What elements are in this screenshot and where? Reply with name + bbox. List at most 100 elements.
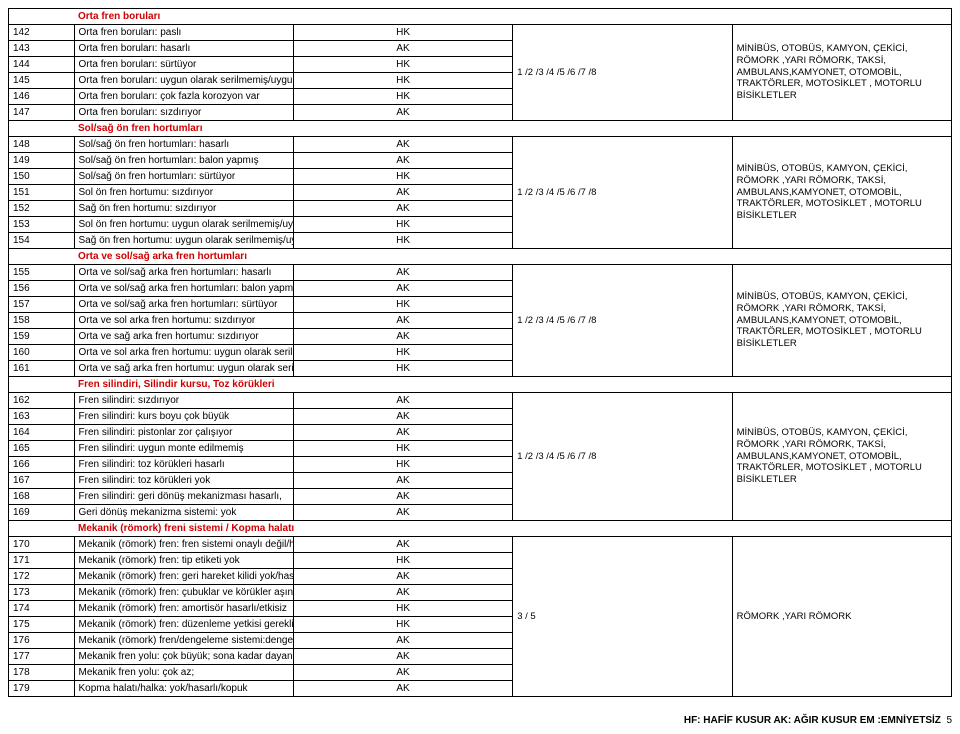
row-code: AK xyxy=(293,649,512,665)
row-code: AK xyxy=(293,281,512,297)
row-vehicle-types: MİNİBÜS, OTOBÜS, KAMYON, ÇEKİCİ, RÖMORK … xyxy=(732,393,951,521)
row-description: Sol ön fren hortumu: uygun olarak serilm… xyxy=(74,217,293,233)
row-code: AK xyxy=(293,409,512,425)
row-code: AK xyxy=(293,153,512,169)
row-number: 170 xyxy=(9,537,75,553)
row-code: AK xyxy=(293,633,512,649)
row-code: AK xyxy=(293,505,512,521)
row-description: Mekanik (römork) fren: tip etiketi yok xyxy=(74,553,293,569)
row-reference: 1 /2 /3 /4 /5 /6 /7 /8 xyxy=(513,137,732,249)
row-description: Mekanik (römork) fren: amortisör hasarlı… xyxy=(74,601,293,617)
row-description: Fren silindiri: uygun monte edilmemiş xyxy=(74,441,293,457)
row-number: 159 xyxy=(9,329,75,345)
row-number: 152 xyxy=(9,201,75,217)
row-number: 166 xyxy=(9,457,75,473)
row-code: AK xyxy=(293,425,512,441)
row-vehicle-types: MİNİBÜS, OTOBÜS, KAMYON, ÇEKİCİ, RÖMORK … xyxy=(732,25,951,121)
section-header-num xyxy=(9,249,75,265)
row-code: HK xyxy=(293,361,512,377)
row-description: Fren silindiri: geri dönüş mekanizması h… xyxy=(74,489,293,505)
row-description: Fren silindiri: toz körükleri hasarlı xyxy=(74,457,293,473)
row-description: Fren silindiri: kurs boyu çok büyük xyxy=(74,409,293,425)
row-number: 147 xyxy=(9,105,75,121)
row-code: HK xyxy=(293,57,512,73)
row-vehicle-types: MİNİBÜS, OTOBÜS, KAMYON, ÇEKİCİ, RÖMORK … xyxy=(732,265,951,377)
row-code: HK xyxy=(293,441,512,457)
page-footer: HF: HAFİF KUSUR AK: AĞIR KUSUR EM :EMNİY… xyxy=(8,715,952,726)
row-description: Sol/sağ ön fren hortumları: sürtüyor xyxy=(74,169,293,185)
row-number: 148 xyxy=(9,137,75,153)
row-description: Fren silindiri: toz körükleri yok xyxy=(74,473,293,489)
row-description: Sağ ön fren hortumu: sızdırıyor xyxy=(74,201,293,217)
row-code: HK xyxy=(293,233,512,249)
table-row: 148Sol/sağ ön fren hortumları: hasarlıAK… xyxy=(9,137,952,153)
row-number: 177 xyxy=(9,649,75,665)
row-number: 165 xyxy=(9,441,75,457)
row-number: 153 xyxy=(9,217,75,233)
row-description: Orta fren boruları: çok fazla korozyon v… xyxy=(74,89,293,105)
row-description: Mekanik (römork) fren: geri hareket kili… xyxy=(74,569,293,585)
section-header-title: Orta fren boruları xyxy=(74,9,951,25)
row-code: HK xyxy=(293,25,512,41)
row-description: Sol/sağ ön fren hortumları: balon yapmış xyxy=(74,153,293,169)
row-code: HK xyxy=(293,457,512,473)
row-number: 158 xyxy=(9,313,75,329)
row-code: HK xyxy=(293,217,512,233)
row-description: Kopma halatı/halka: yok/hasarlı/kopuk xyxy=(74,681,293,697)
row-description: Mekanik (römork) fren: fren sistemi onay… xyxy=(74,537,293,553)
row-description: Geri dönüş mekanizma sistemi: yok xyxy=(74,505,293,521)
row-code: HK xyxy=(293,73,512,89)
row-number: 142 xyxy=(9,25,75,41)
row-code: AK xyxy=(293,201,512,217)
row-number: 161 xyxy=(9,361,75,377)
row-number: 171 xyxy=(9,553,75,569)
section-header-num xyxy=(9,9,75,25)
row-code: AK xyxy=(293,585,512,601)
row-description: Orta fren boruları: sızdırıyor xyxy=(74,105,293,121)
row-description: Sol ön fren hortumu: sızdırıyor xyxy=(74,185,293,201)
row-number: 179 xyxy=(9,681,75,697)
row-reference: 1 /2 /3 /4 /5 /6 /7 /8 xyxy=(513,25,732,121)
row-code: HK xyxy=(293,345,512,361)
row-code: AK xyxy=(293,473,512,489)
row-code: AK xyxy=(293,105,512,121)
row-description: Fren silindiri: pistonlar zor çalışıyor xyxy=(74,425,293,441)
row-code: AK xyxy=(293,137,512,153)
row-description: Sol/sağ ön fren hortumları: hasarlı xyxy=(74,137,293,153)
row-number: 157 xyxy=(9,297,75,313)
section-header-title: Fren silindiri, Silindir kursu, Toz körü… xyxy=(74,377,951,393)
row-description: Orta ve sol arka fren hortumu: uygun ola… xyxy=(74,345,293,361)
row-description: Orta ve sol/sağ arka fren hortumları: sü… xyxy=(74,297,293,313)
table-row: 142Orta fren boruları: paslıHK1 /2 /3 /4… xyxy=(9,25,952,41)
row-code: AK xyxy=(293,681,512,697)
row-number: 175 xyxy=(9,617,75,633)
row-code: HK xyxy=(293,617,512,633)
row-number: 149 xyxy=(9,153,75,169)
row-description: Mekanik fren yolu: çok büyük; sona kadar… xyxy=(74,649,293,665)
row-number: 156 xyxy=(9,281,75,297)
row-number: 169 xyxy=(9,505,75,521)
row-description: Orta ve sağ arka fren hortumu: sızdırıyo… xyxy=(74,329,293,345)
table-row: 170Mekanik (römork) fren: fren sistemi o… xyxy=(9,537,952,553)
row-code: HK xyxy=(293,297,512,313)
row-description: Orta ve sol/sağ arka fren hortumları: ha… xyxy=(74,265,293,281)
footer-legend: HF: HAFİF KUSUR AK: AĞIR KUSUR EM :EMNİY… xyxy=(684,715,941,726)
row-number: 155 xyxy=(9,265,75,281)
row-number: 154 xyxy=(9,233,75,249)
row-vehicle-types: MİNİBÜS, OTOBÜS, KAMYON, ÇEKİCİ, RÖMORK … xyxy=(732,137,951,249)
row-description: Mekanik (römork) fren: düzenleme yetkisi… xyxy=(74,617,293,633)
row-description: Mekanik (römork) fren/dengeleme sistemi:… xyxy=(74,633,293,649)
row-number: 163 xyxy=(9,409,75,425)
row-description: Fren silindiri: sızdırıyor xyxy=(74,393,293,409)
row-description: Sağ ön fren hortumu: uygun olarak serilm… xyxy=(74,233,293,249)
row-code: AK xyxy=(293,185,512,201)
row-number: 164 xyxy=(9,425,75,441)
section-header-title: Orta ve sol/sağ arka fren hortumları xyxy=(74,249,951,265)
defect-table: Orta fren boruları142Orta fren boruları:… xyxy=(8,8,952,697)
row-number: 146 xyxy=(9,89,75,105)
row-description: Orta ve sol arka fren hortumu: sızdırıyo… xyxy=(74,313,293,329)
row-number: 162 xyxy=(9,393,75,409)
section-header-num xyxy=(9,521,75,537)
section-header-num xyxy=(9,121,75,137)
row-description: Orta fren boruları: uygun olarak serilme… xyxy=(74,73,293,89)
